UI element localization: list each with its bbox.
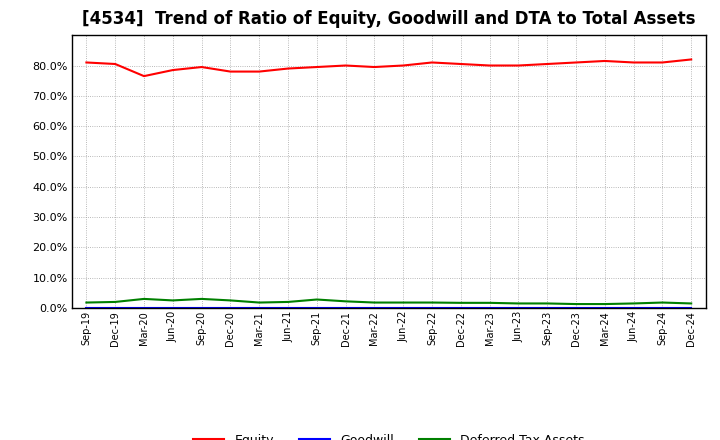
Goodwill [341, 305, 350, 311]
Deferred Tax Assets [197, 296, 206, 301]
Deferred Tax Assets [543, 301, 552, 306]
Deferred Tax Assets [485, 300, 494, 305]
Goodwill [485, 305, 494, 311]
Goodwill [629, 305, 638, 311]
Equity [658, 60, 667, 65]
Equity [543, 61, 552, 66]
Goodwill [658, 305, 667, 311]
Deferred Tax Assets [687, 301, 696, 306]
Goodwill [514, 305, 523, 311]
Equity [399, 63, 408, 68]
Equity [428, 60, 436, 65]
Equity [140, 73, 148, 79]
Deferred Tax Assets [312, 297, 321, 302]
Title: [4534]  Trend of Ratio of Equity, Goodwill and DTA to Total Assets: [4534] Trend of Ratio of Equity, Goodwil… [82, 10, 696, 28]
Equity [284, 66, 292, 71]
Deferred Tax Assets [600, 301, 609, 307]
Equity [82, 60, 91, 65]
Equity [226, 69, 235, 74]
Deferred Tax Assets [341, 299, 350, 304]
Goodwill [687, 305, 696, 311]
Equity [514, 63, 523, 68]
Deferred Tax Assets [226, 298, 235, 303]
Goodwill [168, 305, 177, 311]
Equity [197, 64, 206, 70]
Deferred Tax Assets [399, 300, 408, 305]
Equity [629, 60, 638, 65]
Goodwill [140, 305, 148, 311]
Deferred Tax Assets [111, 299, 120, 304]
Goodwill [197, 305, 206, 311]
Goodwill [312, 305, 321, 311]
Goodwill [456, 305, 465, 311]
Deferred Tax Assets [514, 301, 523, 306]
Deferred Tax Assets [456, 300, 465, 305]
Goodwill [428, 305, 436, 311]
Equity [687, 57, 696, 62]
Goodwill [111, 305, 120, 311]
Goodwill [82, 305, 91, 311]
Goodwill [543, 305, 552, 311]
Equity [168, 67, 177, 73]
Deferred Tax Assets [428, 300, 436, 305]
Equity [370, 64, 379, 70]
Equity [572, 60, 580, 65]
Equity [111, 61, 120, 66]
Deferred Tax Assets [370, 300, 379, 305]
Goodwill [600, 305, 609, 311]
Deferred Tax Assets [255, 300, 264, 305]
Equity [485, 63, 494, 68]
Deferred Tax Assets [82, 300, 91, 305]
Deferred Tax Assets [572, 301, 580, 307]
Deferred Tax Assets [629, 301, 638, 306]
Equity [456, 61, 465, 66]
Deferred Tax Assets [168, 298, 177, 303]
Equity [255, 69, 264, 74]
Deferred Tax Assets [140, 296, 148, 301]
Legend: Equity, Goodwill, Deferred Tax Assets: Equity, Goodwill, Deferred Tax Assets [188, 429, 590, 440]
Deferred Tax Assets [658, 300, 667, 305]
Equity [600, 59, 609, 64]
Line: Equity: Equity [86, 59, 691, 76]
Equity [312, 64, 321, 70]
Goodwill [226, 305, 235, 311]
Goodwill [572, 305, 580, 311]
Goodwill [370, 305, 379, 311]
Goodwill [284, 305, 292, 311]
Deferred Tax Assets [284, 299, 292, 304]
Line: Deferred Tax Assets: Deferred Tax Assets [86, 299, 691, 304]
Goodwill [399, 305, 408, 311]
Equity [341, 63, 350, 68]
Goodwill [255, 305, 264, 311]
